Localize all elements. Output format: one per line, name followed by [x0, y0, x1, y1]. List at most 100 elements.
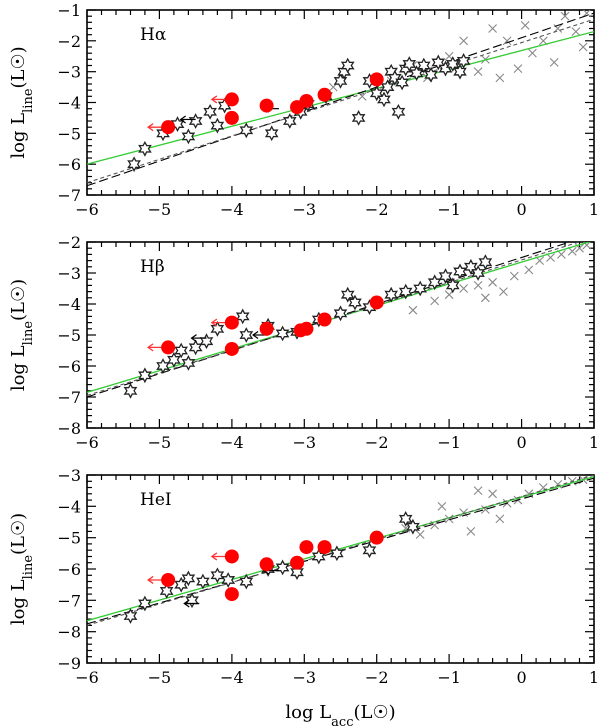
star-marker [388, 69, 402, 86]
star-marker [199, 333, 214, 350]
star-marker [275, 559, 290, 576]
cross-marker [560, 11, 570, 21]
cross-stroke [473, 486, 483, 496]
cross-stroke [553, 24, 563, 33]
cross-marker [557, 250, 566, 259]
red-data-point [224, 92, 239, 107]
cross-stroke [502, 36, 512, 46]
x-tick-label: −4 [220, 668, 244, 687]
x-tick-label: −6 [75, 668, 99, 687]
star-marker [391, 103, 406, 120]
cross-marker [473, 281, 483, 290]
x-tick-label: −3 [292, 668, 316, 687]
upper-limit-arrow [179, 115, 196, 124]
cross-marker [524, 265, 534, 275]
star-marker [239, 573, 254, 590]
star-marker [417, 57, 431, 74]
red-data-point [161, 572, 176, 587]
y-tick-label: −7 [57, 186, 81, 205]
cross-stroke [466, 527, 476, 536]
y-tick-label: −7 [57, 388, 81, 407]
y-axis-label: log Lline(L☉) [8, 46, 36, 158]
x-tick-label: −6 [75, 200, 99, 219]
cross-stroke [567, 246, 577, 256]
red-data-point [299, 93, 314, 108]
cross-stroke [473, 67, 483, 77]
star-marker [221, 572, 236, 588]
y-tick-label: −7 [57, 591, 81, 610]
red-data-point [161, 340, 176, 355]
x-tick-label: −5 [148, 200, 172, 219]
red-data-point [290, 555, 305, 570]
cross-stroke [549, 58, 559, 67]
cross-stroke [538, 36, 548, 46]
plot-area [87, 242, 592, 399]
x-tick-label: −3 [292, 433, 316, 452]
cross-marker [480, 293, 490, 303]
star-marker [174, 342, 188, 359]
star-marker [380, 79, 395, 95]
cross-marker [582, 10, 592, 18]
star-marker [438, 268, 453, 284]
red-data-point [224, 587, 239, 602]
x-axis-label: log Lacc(L☉) [285, 702, 395, 726]
star-marker [210, 567, 225, 584]
cross-marker [473, 486, 483, 496]
y-tick-label: −5 [57, 124, 81, 143]
y-tick-label: −6 [57, 155, 81, 174]
red-data-point [224, 549, 239, 564]
y-tick-label: −3 [57, 264, 81, 283]
star-marker [445, 277, 460, 294]
y-tick-label: −4 [57, 295, 81, 314]
star-marker [384, 286, 398, 303]
cross-stroke [575, 243, 584, 253]
star-marker [395, 74, 409, 91]
red-data-point [369, 530, 384, 545]
star-marker [445, 56, 460, 72]
cross-marker [466, 527, 476, 536]
x-tick-label: 0 [516, 433, 526, 452]
cross-stroke [408, 305, 418, 315]
star-marker [181, 570, 196, 587]
red-data-point [224, 315, 239, 330]
cross-marker [571, 27, 581, 36]
arrow-head [146, 575, 154, 584]
star-marker [283, 113, 297, 129]
cross-stroke [524, 265, 534, 275]
star-marker [123, 608, 138, 624]
cross-stroke [499, 287, 508, 296]
star-marker [181, 128, 196, 145]
cross-stroke [459, 284, 469, 293]
star-marker [456, 53, 471, 69]
cross-stroke [557, 250, 566, 259]
arrow-head [183, 599, 190, 608]
cross-stroke [578, 42, 588, 52]
cross-marker [495, 514, 505, 524]
cross-stroke [513, 64, 523, 73]
cross-stroke [560, 11, 570, 21]
star-marker [210, 320, 225, 337]
arrow-head [210, 95, 218, 104]
y-axis-label: log Lline(L☉) [8, 279, 36, 391]
star-marker [340, 286, 355, 303]
cross-stroke [538, 483, 548, 492]
fit-line-black-long-dash [87, 12, 594, 187]
upper-limit-arrow [183, 599, 200, 608]
red-data-point [317, 540, 332, 555]
cross-stroke [444, 51, 454, 61]
cross-stroke [488, 24, 497, 33]
x-tick-label: 1 [589, 433, 599, 452]
y-tick-label: −1 [57, 1, 81, 20]
star-marker [138, 367, 152, 384]
star-marker [123, 382, 138, 399]
fit-line-green-solid [87, 30, 594, 165]
star-marker [275, 325, 290, 342]
x-tick-label: 0 [516, 200, 526, 219]
cross-marker [430, 296, 440, 306]
star-marker [333, 305, 348, 322]
red-data-point [259, 557, 274, 572]
star-marker [351, 110, 366, 126]
red-data-point [224, 110, 239, 125]
red-data-point [299, 540, 314, 555]
